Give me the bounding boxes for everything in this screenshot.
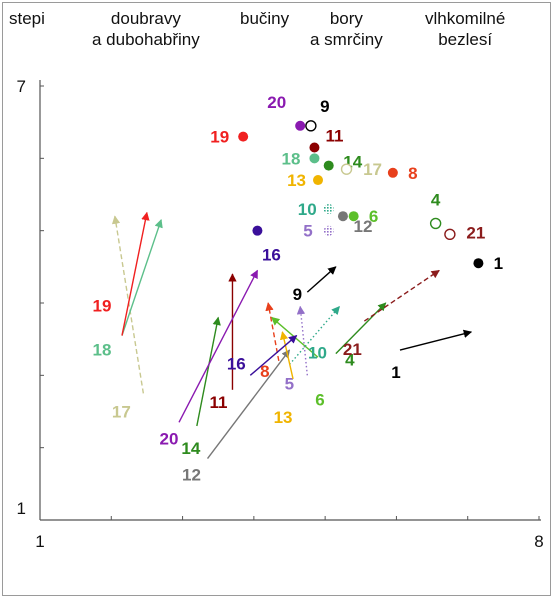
arrow-21 <box>363 269 440 322</box>
point-14 <box>323 160 334 171</box>
point-10 <box>323 203 334 214</box>
arrow-label-1: 1 <box>391 363 400 382</box>
arrow-label-19: 19 <box>93 297 112 316</box>
arrow-18 <box>121 219 163 336</box>
point-label-19: 19 <box>210 128 229 147</box>
point-label-8: 8 <box>408 164 417 183</box>
arrow-label-9: 9 <box>293 285 302 304</box>
x-tick-label-max: 8 <box>534 532 543 551</box>
point-label-6: 6 <box>369 207 378 226</box>
arrow-label-21: 21 <box>343 340 362 359</box>
point-13 <box>313 175 324 186</box>
point-17 <box>340 163 353 175</box>
x-tick-label-min: 1 <box>35 532 44 551</box>
point-label-12: 12 <box>354 217 373 236</box>
arrow-9 <box>306 266 337 293</box>
vegetation-label-bezlesi: vlhkomilné bezlesí <box>425 9 506 49</box>
point-9 <box>305 120 317 132</box>
arrow-13 <box>279 331 294 380</box>
vegetation-label-doubravy: doubravy a dubohabřiny <box>92 9 200 49</box>
point-label-9: 9 <box>320 97 329 116</box>
arrow-14 <box>196 316 221 427</box>
arrow-1 <box>399 329 473 351</box>
arrow-16 <box>249 335 298 376</box>
point-8 <box>387 167 398 178</box>
arrow-label-12: 12 <box>182 466 201 485</box>
point-19 <box>238 131 249 142</box>
point-label-21: 21 <box>466 223 485 242</box>
arrow-label-17: 17 <box>112 402 131 421</box>
arrow-label-5: 5 <box>285 374 294 393</box>
vegetation-label-stepi: stepi <box>9 9 45 28</box>
arrow-label-14: 14 <box>181 439 200 458</box>
arrow-label-13: 13 <box>274 408 293 427</box>
arrow-label-20: 20 <box>160 429 179 448</box>
arrow-label-16: 16 <box>227 354 246 373</box>
vegetation-label-bory: bory a smrčiny <box>310 9 383 49</box>
point-label-20: 20 <box>267 93 286 112</box>
arrow-20 <box>178 269 259 423</box>
point-11 <box>309 142 320 153</box>
point-5 <box>323 225 334 236</box>
arrow-5 <box>296 305 309 376</box>
point-16 <box>252 225 263 236</box>
arrow-12 <box>206 349 291 459</box>
point-label-13: 13 <box>287 171 306 190</box>
arrow-17 <box>111 215 145 394</box>
vegetation-label-buciny: bučiny <box>240 9 290 28</box>
point-4 <box>429 217 442 230</box>
point-20 <box>295 120 306 131</box>
arrow-label-4: 4 <box>345 351 355 370</box>
arrow-label-8: 8 <box>260 362 269 381</box>
point-1 <box>473 258 484 269</box>
arrow-19 <box>121 211 150 336</box>
point-label-16: 16 <box>262 246 281 265</box>
point-label-17: 17 <box>363 160 382 179</box>
point-18 <box>309 153 320 164</box>
arrow-label-6: 6 <box>315 390 324 409</box>
arrow-label-18: 18 <box>93 341 112 360</box>
point-label-4: 4 <box>431 190 441 209</box>
y-tick-label-max: 7 <box>17 77 26 96</box>
arrow-label-11: 11 <box>209 393 227 412</box>
point-label-11: 11 <box>325 126 343 145</box>
point-21 <box>444 228 456 240</box>
point-label-1: 1 <box>494 254 503 273</box>
arrow-10 <box>288 305 340 365</box>
arrow-label-10: 10 <box>308 343 327 362</box>
arrow-8 <box>265 302 280 361</box>
point-label-5: 5 <box>303 222 312 241</box>
point-label-18: 18 <box>282 149 301 168</box>
y-tick-label-min: 1 <box>17 499 26 518</box>
figure-frame <box>2 2 551 596</box>
point-12 <box>337 211 348 222</box>
point-label-10: 10 <box>298 200 317 219</box>
point-6 <box>348 211 359 222</box>
